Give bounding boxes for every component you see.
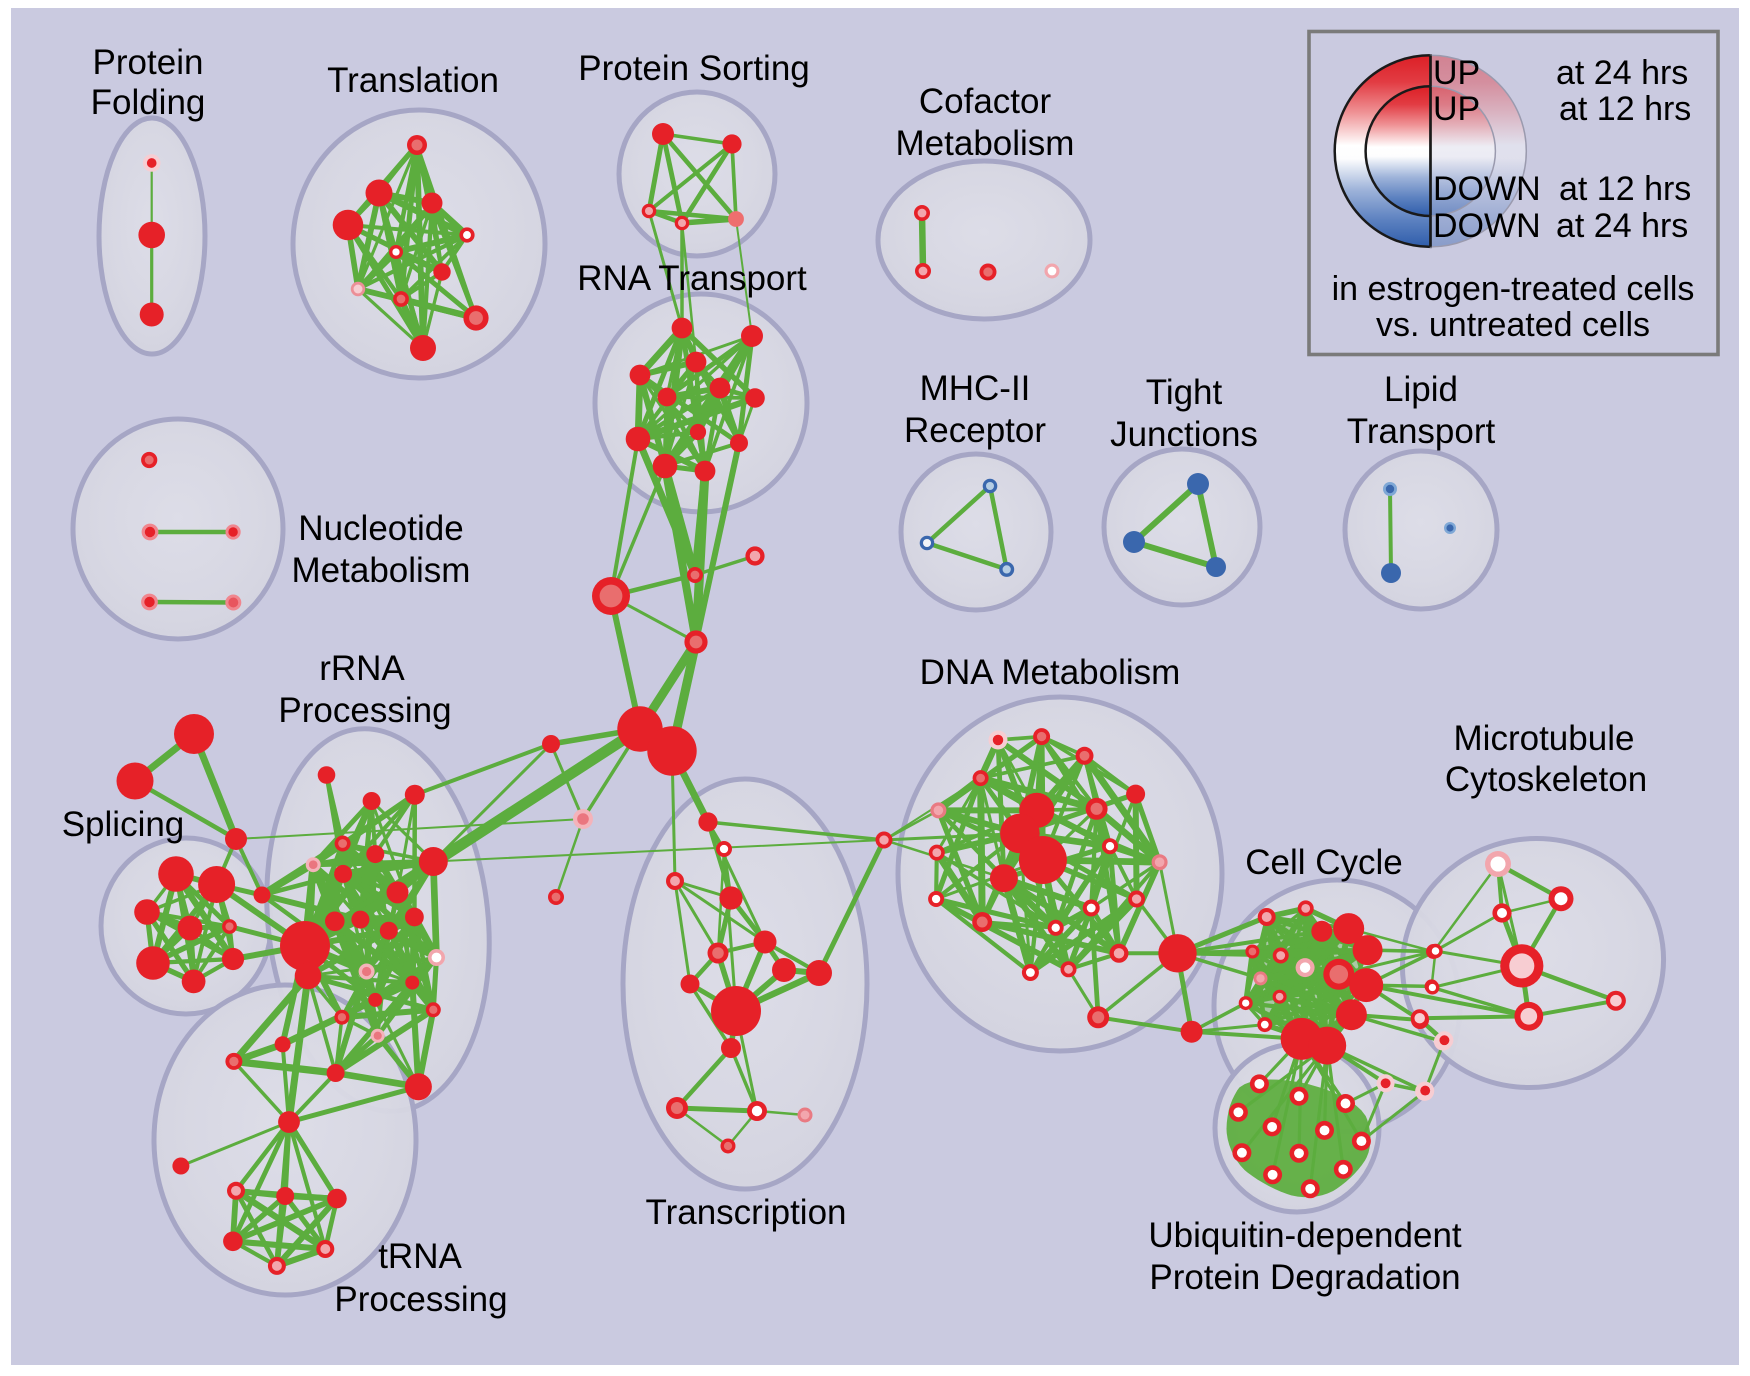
svg-text:Transcription: Transcription [646,1193,847,1232]
svg-text:Metabolism: Metabolism [896,124,1075,163]
svg-text:Junctions: Junctions [1110,415,1258,454]
svg-text:MHC-II: MHC-II [920,369,1031,408]
svg-text:Cell Cycle: Cell Cycle [1245,843,1403,882]
svg-text:Lipid: Lipid [1384,370,1458,409]
svg-text:DOWN: DOWN [1433,207,1541,245]
svg-text:Microtubule: Microtubule [1454,719,1635,758]
svg-text:Cofactor: Cofactor [919,82,1052,121]
svg-text:at 12 hrs: at 12 hrs [1559,90,1691,128]
svg-text:rRNA: rRNA [319,649,405,688]
svg-text:Ubiquitin-dependent: Ubiquitin-dependent [1148,1216,1462,1255]
svg-text:at 24 hrs: at 24 hrs [1556,54,1688,92]
svg-text:tRNA: tRNA [378,1237,462,1276]
svg-text:DOWN: DOWN [1433,170,1541,208]
svg-text:Protein: Protein [93,43,204,82]
svg-text:Folding: Folding [91,83,206,122]
svg-text:at 12 hrs: at 12 hrs [1559,170,1691,208]
svg-text:Metabolism: Metabolism [292,551,471,590]
svg-text:Receptor: Receptor [904,411,1046,450]
svg-text:Cytoskeleton: Cytoskeleton [1445,760,1647,799]
svg-text:DNA Metabolism: DNA Metabolism [920,653,1181,692]
svg-text:UP: UP [1433,90,1480,128]
svg-text:Nucleotide: Nucleotide [298,509,463,548]
svg-text:Processing: Processing [334,1280,507,1319]
svg-text:Transport: Transport [1347,412,1496,451]
svg-text:UP: UP [1433,54,1480,92]
svg-text:Tight: Tight [1146,373,1223,412]
svg-text:Translation: Translation [327,61,499,100]
svg-text:RNA Transport: RNA Transport [577,259,807,298]
svg-text:Protein Degradation: Protein Degradation [1149,1258,1460,1297]
svg-text:Protein Sorting: Protein Sorting [578,49,810,88]
svg-text:Splicing: Splicing [62,805,185,844]
svg-text:in estrogen-treated cells: in estrogen-treated cells [1332,270,1695,308]
svg-text:Processing: Processing [278,691,451,730]
svg-text:at 24 hrs: at 24 hrs [1556,207,1688,245]
svg-text:vs. untreated cells: vs. untreated cells [1376,306,1650,344]
